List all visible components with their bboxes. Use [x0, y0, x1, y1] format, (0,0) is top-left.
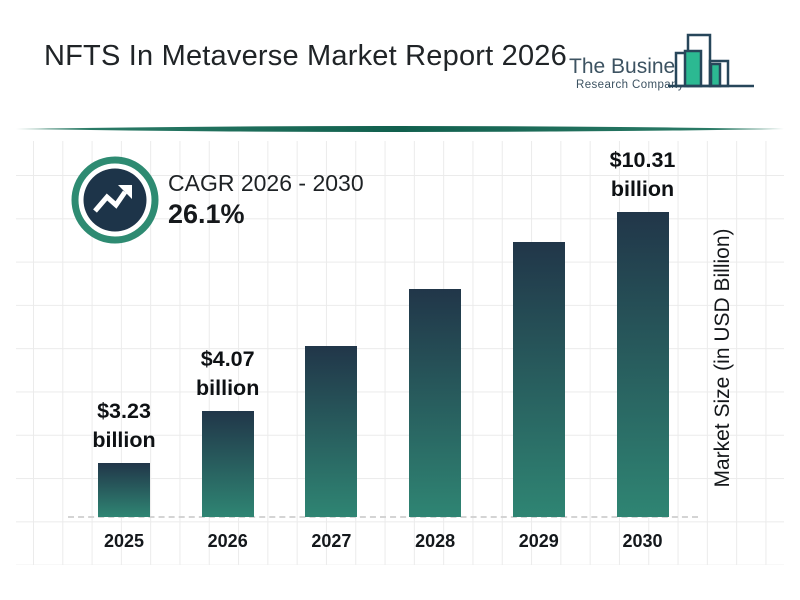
divider-lens — [16, 126, 784, 132]
value-label-2026: $4.07 billion — [196, 347, 260, 400]
logo-chart-icon — [668, 33, 754, 88]
x-tick-2027: 2027 — [311, 531, 352, 551]
x-tick-2029: 2029 — [518, 531, 559, 551]
bar-2030 — [616, 212, 669, 517]
x-tick-2026: 2026 — [207, 531, 248, 551]
bar-2026 — [201, 411, 254, 517]
x-axis-baseline — [68, 516, 698, 518]
value-label-2025: $3.23 billion — [92, 399, 156, 452]
x-tick-2028: 2028 — [415, 531, 456, 551]
y-axis-label: Market Size (in USD Billion) — [711, 228, 734, 488]
cagr-label: CAGR 2026 - 2030 — [168, 170, 364, 196]
cagr-trend-icon — [71, 156, 159, 244]
bar-2029 — [512, 242, 565, 517]
value-label-2030: $10.31 billion — [609, 148, 676, 201]
bar-2025 — [98, 463, 150, 517]
x-tick-2030: 2030 — [622, 531, 663, 551]
page-title: NFTS In Metaverse Market Report 2026 — [44, 40, 567, 72]
logo-subname: Research Company — [576, 79, 685, 91]
bar-2028 — [409, 289, 462, 517]
logo-name: The Business — [569, 55, 697, 78]
x-tick-2025: 2025 — [103, 531, 145, 551]
bar-2027 — [305, 346, 358, 517]
cagr-value: 26.1% — [168, 199, 245, 229]
